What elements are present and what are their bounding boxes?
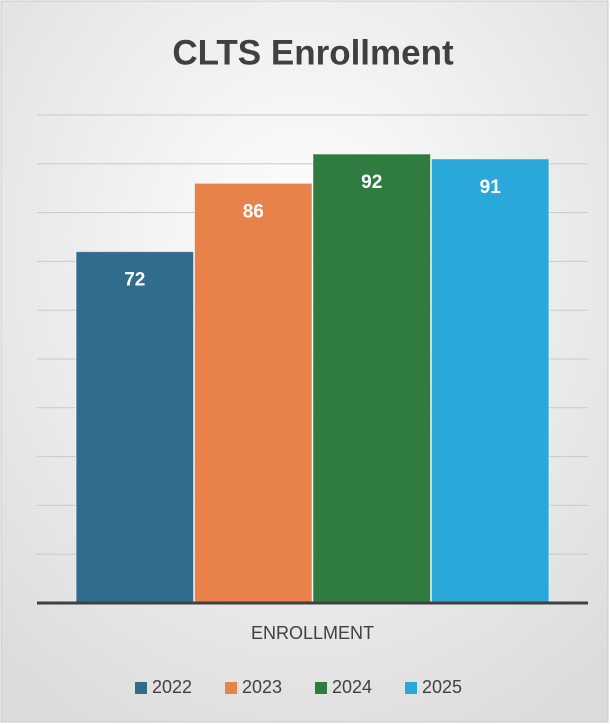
bar (194, 182, 313, 604)
legend-label: 2022 (152, 677, 192, 697)
legend-label: 2024 (332, 677, 372, 697)
bar (430, 158, 550, 604)
legend-swatch (135, 682, 147, 694)
data-label: 91 (480, 177, 502, 198)
x-tick-label: ENROLLMENT (251, 623, 374, 643)
legend-swatch (405, 682, 417, 694)
chart-title: CLTS Enrollment (172, 33, 454, 72)
legend-label: 2023 (242, 677, 282, 697)
legend-swatch (315, 682, 327, 694)
data-label: 86 (243, 201, 264, 222)
legend-label: 2025 (422, 677, 462, 697)
data-label: 72 (124, 270, 145, 291)
legend-swatch (225, 682, 237, 694)
bar (312, 153, 431, 604)
bar (75, 251, 195, 604)
data-label: 92 (361, 172, 382, 193)
